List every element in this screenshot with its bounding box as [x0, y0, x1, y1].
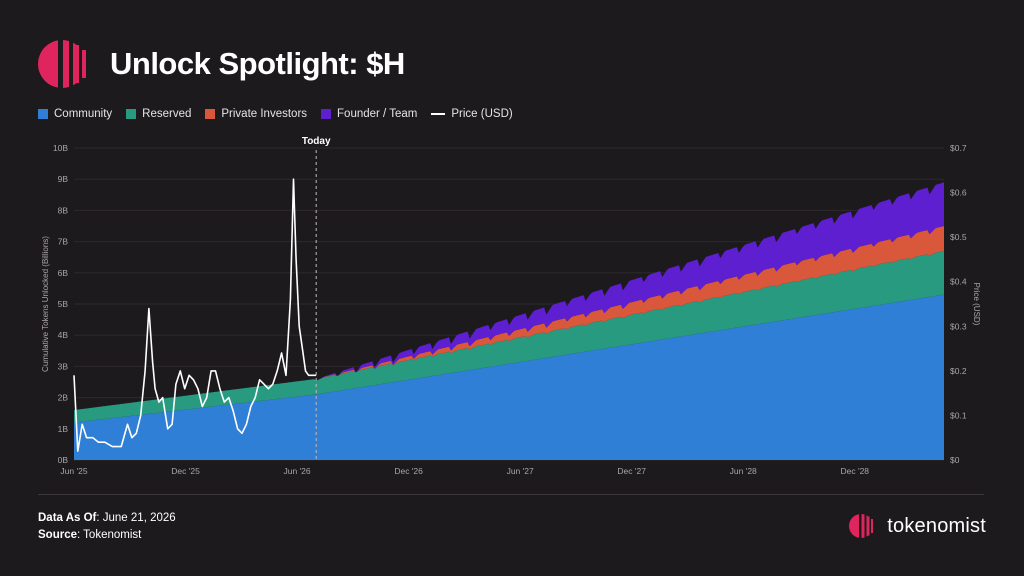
source-value: : Tokenomist	[77, 529, 142, 541]
legend-swatch	[126, 109, 137, 119]
legend-label: Price (USD)	[451, 108, 513, 120]
x-tick-label: Jun '25	[60, 466, 87, 476]
brand: tokenomist	[849, 512, 986, 540]
area-founder-team	[316, 182, 944, 381]
area-private-investors	[316, 226, 944, 381]
y-tick-label: 4B	[58, 330, 69, 340]
y-tick-label: 8B	[58, 205, 69, 215]
brand-name: tokenomist	[887, 514, 986, 537]
x-tick-label: Dec '28	[840, 466, 869, 476]
legend-item: Community	[38, 108, 112, 120]
footer: Data As Of: June 21, 2026 Source: Tokeno…	[38, 510, 176, 544]
legend-swatch	[321, 109, 332, 119]
area-community	[74, 294, 944, 460]
x-tick-label: Dec '25	[171, 466, 200, 476]
y2-tick-label: $0.6	[950, 188, 967, 198]
x-tick-label: Jun '27	[507, 466, 534, 476]
y-tick-label: 9B	[58, 174, 69, 184]
data-as-of-label: Data As Of	[38, 512, 97, 524]
y2-tick-label: $0.5	[950, 232, 967, 242]
legend-swatch	[38, 109, 48, 119]
y2-tick-label: $0.4	[950, 277, 967, 287]
y-tick-label: 2B	[58, 393, 69, 403]
legend-swatch	[205, 109, 216, 119]
y-axis-title: Cumulative Tokens Unlocked (Billions)	[41, 236, 50, 372]
header: Unlock Spotlight: $H	[38, 36, 405, 92]
y-tick-label: 6B	[58, 268, 69, 278]
tokenomist-logo-icon	[38, 40, 86, 88]
legend-item: Reserved	[126, 108, 191, 120]
x-tick-label: Dec '27	[617, 466, 646, 476]
y-tick-label: 1B	[58, 424, 69, 434]
unlock-chart: 0B 1B 2B 3B 4B 5B 6B 7B 8B 9B 10B $0 $0.1 $0.2 $0.3 $0.…	[41, 136, 981, 476]
legend-label: Founder / Team	[337, 108, 418, 120]
y2-tick-label: $0.3	[950, 321, 967, 331]
source: Source: Tokenomist	[38, 527, 176, 544]
data-as-of: Data As Of: June 21, 2026	[38, 510, 176, 527]
y-tick-label: 7B	[58, 237, 69, 247]
legend-item: Price (USD)	[431, 108, 513, 120]
legend-item: Private Investors	[205, 108, 307, 120]
legend-label: Private Investors	[221, 108, 308, 120]
x-tick-label: Dec '26	[394, 466, 423, 476]
y-tick-label: 0B	[58, 455, 69, 465]
tokenomist-logo-icon	[849, 514, 874, 538]
chart-legend: Community Reserved Private Investors Founde…	[38, 108, 527, 120]
price-line	[73, 178, 317, 452]
x-tick-label: Jun '26	[283, 466, 310, 476]
y2-tick-label: $0.1	[950, 410, 967, 420]
footer-divider	[38, 494, 984, 495]
legend-label: Reserved	[142, 108, 192, 120]
page-title: Unlock Spotlight: $H	[110, 46, 405, 81]
y-tick-label: 3B	[58, 361, 69, 371]
source-label: Source	[38, 529, 77, 541]
y2-tick-label: $0.7	[950, 143, 967, 153]
y-tick-label: 5B	[58, 299, 69, 309]
legend-swatch	[431, 113, 446, 115]
data-as-of-value: : June 21, 2026	[96, 512, 176, 524]
legend-label: Community	[54, 108, 113, 120]
y2-tick-label: $0	[950, 455, 960, 465]
today-label: Today	[302, 136, 331, 147]
legend-item: Founder / Team	[321, 108, 417, 120]
x-tick-label: Jun '28	[730, 466, 757, 476]
y2-tick-label: $0.2	[950, 366, 967, 376]
area-reserved	[74, 251, 944, 423]
y-tick-label: 10B	[53, 143, 68, 153]
y2-axis-title: Price (USD)	[972, 283, 981, 326]
